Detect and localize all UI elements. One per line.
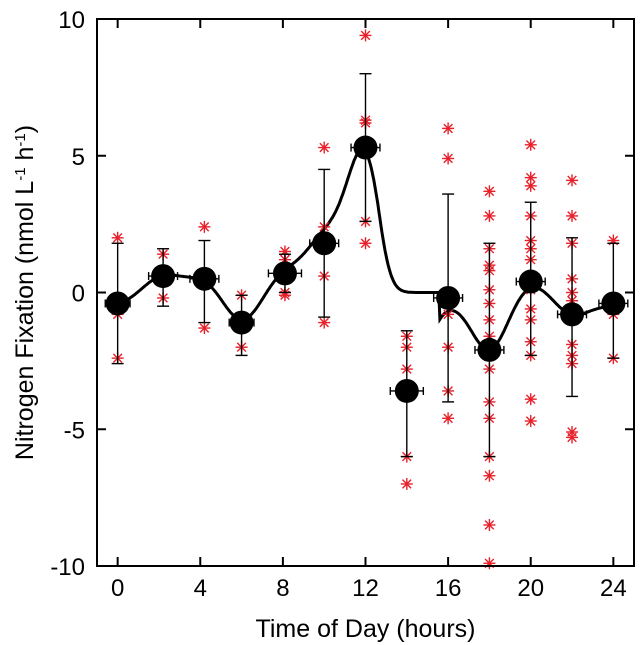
replicate-point [566,174,579,187]
mean-point [436,285,461,310]
replicate-stroke [484,211,495,221]
replicate-point [442,122,455,135]
replicate-point [442,412,455,425]
replicate-point [483,557,496,570]
mean-point [229,310,254,335]
replicate-point [483,185,496,198]
x-tick-label: 8 [276,575,289,602]
replicate-point [524,415,537,428]
mean-point [272,261,297,286]
replicate-stroke [525,181,536,191]
replicate-point [359,237,372,250]
mean-points-group [105,135,626,403]
replicate-stroke [525,416,536,426]
replicate-stroke [401,479,412,489]
y-axis-title-superscript: -1 [12,133,29,146]
replicate-stroke [484,470,495,481]
replicate-point [524,138,537,151]
replicate-point [524,393,537,406]
y-tick-label: -10 [50,554,85,581]
y-axis-title-part: ) [11,125,39,133]
replicate-point [483,209,496,222]
y-tick-label: 10 [58,7,85,34]
mean-point [192,266,217,291]
replicate-point [442,152,455,165]
replicate-stroke [360,238,371,249]
replicate-stroke [319,142,330,153]
x-tick-label: 12 [352,575,379,602]
x-tick-label: 16 [435,575,462,602]
replicate-stroke [443,153,453,164]
replicate-stroke [319,317,330,328]
replicate-stroke [567,432,577,443]
y-axis-title-part: h [11,147,39,168]
replicate-stroke [567,175,577,186]
replicate-point [318,141,331,154]
y-tick-label: 0 [72,281,85,308]
mean-point [151,264,176,289]
replicate-stroke [443,413,453,424]
axis-ticks-group [97,18,634,567]
x-axis-title: Time of Day (hours) [256,615,476,643]
mean-point [105,291,130,316]
x-tick-label: 0 [111,575,124,602]
error-bars-group [104,72,629,458]
replicate-point [566,431,579,444]
replicate-stroke [360,30,371,41]
replicate-point [359,29,372,42]
replicate-point [566,209,579,222]
mean-point [394,378,419,403]
mean-point [312,231,337,256]
replicate-stroke [525,172,536,183]
replicate-point [198,322,211,335]
mean-point [477,337,502,362]
replicate-point [483,518,496,531]
x-tick-label: 4 [194,575,207,602]
x-tick-label: 20 [517,575,544,602]
replicate-point [400,477,413,490]
replicate-stroke [112,232,123,243]
replicate-point [483,469,496,482]
replicate-stroke [484,186,495,197]
replicate-point [198,220,211,233]
x-tick-label: 24 [600,575,627,602]
y-axis-title-part: Nitrogen Fixation (nmol L [11,181,39,460]
mean-point [560,302,585,327]
mean-point [353,135,378,160]
replicate-point [524,171,537,184]
y-tick-label: -5 [64,417,85,444]
replicate-stroke [484,520,495,530]
replicate-stroke [525,139,536,150]
replicate-stroke [199,323,210,333]
y-tick-label: 5 [72,144,85,171]
y-axis-title-superscript: -1 [12,167,29,180]
replicate-stroke [567,211,577,221]
replicate-point [318,316,331,329]
replicate-stroke [199,222,210,232]
mean-point [601,291,626,316]
replicate-point [524,179,537,192]
replicate-stroke [525,394,536,404]
replicate-point [111,231,124,244]
y-axis-title: Nitrogen Fixation (nmol L-1 h-1) [11,125,39,460]
replicate-stroke [443,123,453,134]
tick-labels-group: 0 4 8 12 16 20 24 -10 -5 0 5 10 [50,7,626,602]
mean-point [518,269,543,294]
